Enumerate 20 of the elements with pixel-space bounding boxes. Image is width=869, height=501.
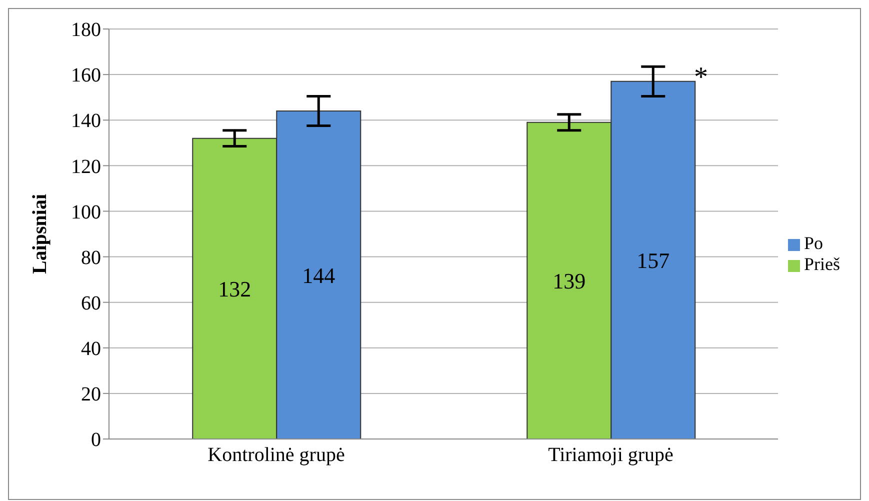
y-tick-label: 80 xyxy=(81,246,101,269)
legend-label: Po xyxy=(804,233,824,253)
legend-label: Prieš xyxy=(804,254,840,274)
y-tick-label: 160 xyxy=(71,64,101,87)
data-label: 157 xyxy=(636,248,670,274)
y-tick-label: 180 xyxy=(71,19,101,42)
y-tick-label: 120 xyxy=(71,156,101,178)
data-label: 139 xyxy=(552,268,586,294)
y-tick-label: 20 xyxy=(81,384,101,406)
x-tick-label: Kontrolinė grupė xyxy=(208,444,345,466)
y-axis-title: Laipsniai xyxy=(29,194,52,274)
annotation: * xyxy=(694,62,708,93)
y-tick-label: 60 xyxy=(81,292,101,314)
data-label: 132 xyxy=(218,276,252,302)
data-label: 144 xyxy=(302,262,336,288)
y-tick-label: 40 xyxy=(81,338,101,360)
x-tick-label: Tiriamoji grupė xyxy=(548,444,674,466)
y-tick-label: 0 xyxy=(91,429,101,452)
y-tick-label: 100 xyxy=(71,201,101,224)
y-tick-label: 140 xyxy=(71,110,101,132)
